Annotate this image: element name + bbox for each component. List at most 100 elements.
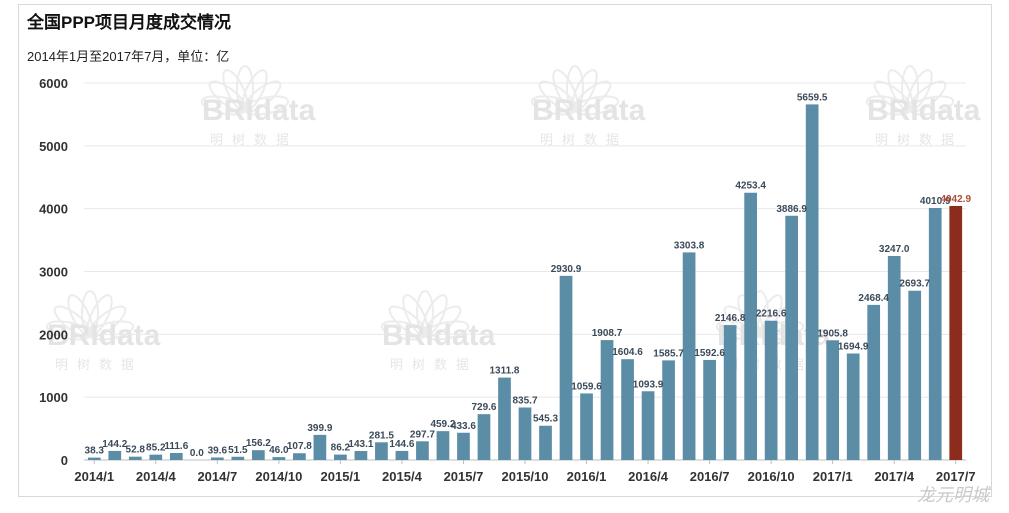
x-tick-label: 2016/10 <box>748 469 795 484</box>
bar <box>149 454 163 460</box>
x-tick-label: 2017/7 <box>936 469 976 484</box>
bar <box>580 393 593 460</box>
bar <box>477 414 491 460</box>
bar <box>723 325 737 460</box>
bar <box>436 431 450 460</box>
bar <box>313 434 327 460</box>
watermark-logo: BRIdata 明树数据 <box>380 290 496 372</box>
bar <box>128 456 142 460</box>
data-label: 52.8 <box>126 445 146 456</box>
data-label: 144.6 <box>389 439 414 450</box>
x-tick-label: 2014/4 <box>136 469 177 484</box>
bar <box>641 391 655 460</box>
bar <box>457 432 470 460</box>
watermark-petal <box>423 320 470 341</box>
y-tick-label: 5000 <box>39 139 68 154</box>
bar <box>928 207 942 460</box>
data-label: 0.0 <box>190 448 204 459</box>
data-label: 1694.9 <box>838 342 869 353</box>
x-tick-label: 2015/4 <box>382 469 423 484</box>
watermark-petal <box>573 95 620 116</box>
data-label: 86.2 <box>331 443 351 454</box>
x-tick-label: 2016/4 <box>628 469 669 484</box>
y-tick-label: 2000 <box>39 327 68 342</box>
data-label: 143.1 <box>348 439 373 450</box>
watermark-petal <box>243 95 290 116</box>
x-tick-label: 2016/7 <box>690 469 730 484</box>
watermark-logo: BRIdata 明树数据 <box>530 65 646 147</box>
y-tick-label: 0 <box>61 453 68 468</box>
chart-frame <box>18 4 992 497</box>
data-label: 46.0 <box>269 445 289 456</box>
watermark-logo: BRIdata 明树数据 <box>200 65 316 147</box>
watermark-brand-cn: 明树数据 <box>875 132 963 147</box>
y-tick-label: 6000 <box>39 76 68 91</box>
watermark-brand: BRIdata <box>867 94 981 127</box>
watermark-brand: BRIdata <box>47 319 161 352</box>
data-label: 545.3 <box>533 414 558 425</box>
bar <box>498 377 511 460</box>
watermark-brand-cn: 明树数据 <box>540 132 628 147</box>
bar <box>395 450 409 460</box>
data-label: 85.2 <box>146 443 166 454</box>
data-label: 1905.8 <box>817 328 848 339</box>
bar <box>744 192 757 461</box>
gridlines <box>84 82 966 461</box>
x-tick-label: 2017/4 <box>874 469 915 484</box>
bar <box>908 290 922 460</box>
x-tick-label: 2015/10 <box>502 469 549 484</box>
y-tick-label: 3000 <box>39 265 68 280</box>
bar <box>826 340 840 460</box>
bar <box>416 441 429 460</box>
data-label: 2693.7 <box>899 279 930 290</box>
data-label: 107.8 <box>287 441 312 452</box>
data-label: 729.6 <box>471 402 496 413</box>
data-label: 459.2 <box>430 419 455 430</box>
bar <box>867 304 881 460</box>
bar <box>231 456 245 460</box>
watermark-logo: BRIdata 明树数据 <box>45 290 161 372</box>
y-tick-label: 4000 <box>39 202 68 217</box>
data-label: 3303.8 <box>674 240 705 251</box>
bar <box>375 442 388 460</box>
bar <box>764 320 778 460</box>
bar <box>949 205 963 460</box>
data-label: 2930.9 <box>551 264 582 275</box>
data-label: 2216.6 <box>756 309 787 320</box>
x-tick-label: 2014/10 <box>255 469 302 484</box>
data-label: 281.5 <box>369 430 394 441</box>
data-label: 433.6 <box>451 421 476 432</box>
x-tick-label: 2015/7 <box>444 469 484 484</box>
bar <box>805 104 819 461</box>
data-label: 1585.7 <box>653 348 684 359</box>
data-label: 38.3 <box>85 446 105 457</box>
watermark-brand-cn: 明树数据 <box>55 357 143 372</box>
watermark-brand: BRIdata <box>382 319 496 352</box>
data-label: 1311.8 <box>489 366 519 377</box>
watermark-brand: BRIdata <box>532 94 646 127</box>
watermark-petal <box>758 320 805 341</box>
data-label: 1059.6 <box>571 381 602 392</box>
x-tick-label: 2015/1 <box>321 469 361 484</box>
x-tick-label: 2017/1 <box>813 469 853 484</box>
bar <box>662 360 675 460</box>
bar <box>682 252 696 460</box>
bar-series <box>87 104 963 461</box>
data-label: 5659.5 <box>797 92 828 103</box>
data-label: 1604.6 <box>612 347 643 358</box>
bar <box>293 453 306 460</box>
data-label: 399.9 <box>307 423 332 434</box>
data-label: 111.6 <box>164 441 188 452</box>
y-tick-label: 1000 <box>39 390 68 405</box>
data-label: 2146.8 <box>715 313 746 324</box>
watermark-brand-cn: 明树数据 <box>390 357 478 372</box>
data-label: 1093.9 <box>633 379 664 390</box>
bar <box>559 275 573 460</box>
bar <box>785 215 799 460</box>
data-label: 51.5 <box>228 445 248 456</box>
watermark-logo: BRIdata 明树数据 <box>865 65 981 147</box>
bar <box>887 255 901 460</box>
data-label: 156.2 <box>246 438 271 449</box>
y-axis-ticks: 0 1000 2000 3000 4000 5000 6000 <box>39 76 68 468</box>
watermark-layer: BRIdata 明树数据 BRIdata 明树数据 BRIdata 明树数据 BRIdata… <box>45 65 981 372</box>
